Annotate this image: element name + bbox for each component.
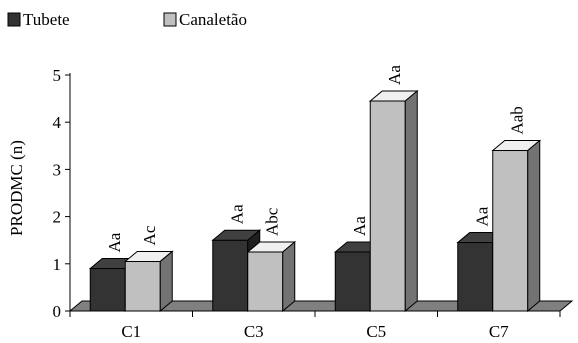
- y-tick-label: 0: [53, 302, 62, 321]
- bar-front: [492, 150, 529, 312]
- legend-swatch-canaletao: [163, 12, 177, 27]
- y-tick-label: 4: [53, 113, 62, 132]
- data-label: Aab: [507, 106, 526, 134]
- data-label: Aa: [105, 232, 124, 252]
- bar-front: [369, 100, 406, 312]
- bar-side: [527, 139, 541, 313]
- bar-canaletao-c7: Aab: [491, 106, 542, 313]
- bar-front: [334, 251, 371, 312]
- bar-front: [457, 242, 494, 312]
- bar-canaletao-c1: Ac: [123, 225, 174, 313]
- bar-side: [159, 250, 173, 313]
- x-tick-label: C7: [489, 322, 509, 341]
- bar-canaletao-c3: Abc: [246, 207, 297, 313]
- y-tick-label: 5: [53, 66, 62, 85]
- bar-side: [282, 240, 296, 313]
- bar-front: [247, 251, 284, 312]
- data-label: Aa: [472, 206, 491, 226]
- data-label: Ac: [140, 225, 159, 245]
- data-label: Abc: [262, 207, 281, 236]
- legend-label-canaletao: Canaletão: [179, 10, 247, 29]
- data-label: Aa: [385, 65, 404, 85]
- y-tick-label: 1: [53, 255, 62, 274]
- y-tick-label: 3: [53, 160, 62, 179]
- x-tick-label: C1: [121, 322, 141, 341]
- legend-swatch-tubete: [7, 12, 21, 27]
- y-tick-label: 2: [53, 208, 62, 227]
- data-label: Aa: [227, 204, 246, 224]
- y-axis-title: PRODMC (n): [7, 140, 26, 236]
- bar-side: [404, 89, 418, 313]
- data-label: Aa: [350, 216, 369, 236]
- bar-front: [212, 239, 249, 312]
- legend-label-tubete: Tubete: [23, 10, 70, 29]
- bar-front: [124, 260, 161, 312]
- x-tick-label: C5: [366, 322, 386, 341]
- x-tick-label: C3: [244, 322, 264, 341]
- bar-front: [89, 268, 126, 312]
- bar-canaletao-c5: Aa: [368, 65, 419, 313]
